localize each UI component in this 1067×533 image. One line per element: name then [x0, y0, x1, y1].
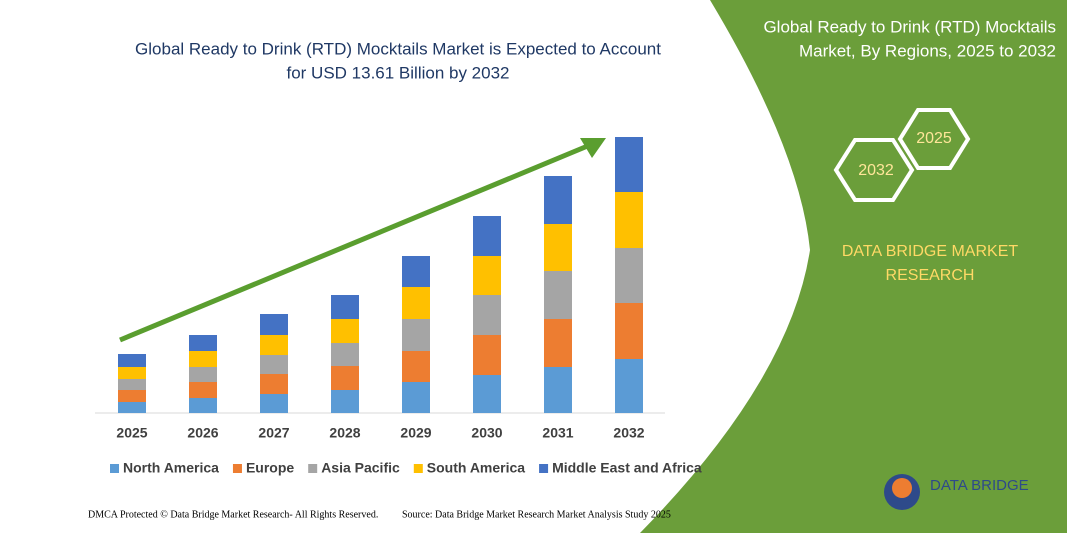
bar-segment: [615, 359, 643, 413]
bar-segment: [402, 351, 430, 382]
hex-label: 2025: [916, 130, 952, 147]
x-tick-label: 2029: [400, 425, 431, 441]
side-panel: [640, 0, 1067, 533]
legend-label: Europe: [246, 460, 294, 476]
legend-label: North America: [123, 460, 219, 476]
hexagon: [897, 108, 971, 170]
legend-swatch: [539, 464, 549, 473]
legend-label: South America: [427, 460, 525, 476]
bar-segment: [118, 402, 146, 413]
bar-segment: [189, 351, 217, 367]
bar-segment: [473, 216, 501, 256]
bar-segment: [544, 271, 572, 319]
legend-swatch: [308, 464, 318, 473]
bar-segment: [615, 248, 643, 303]
logo-icon: [892, 478, 912, 498]
bar-segment: [118, 390, 146, 402]
x-tick-label: 2030: [471, 425, 502, 441]
bar-segment: [118, 379, 146, 390]
brand: RESEARCH: [886, 267, 975, 284]
bar-segment: [615, 137, 643, 192]
x-tick-label: 2028: [329, 425, 360, 441]
footer-right: Source: Data Bridge Market Research Mark…: [402, 509, 671, 520]
legend-swatch: [413, 464, 423, 473]
bar-segment: [544, 224, 572, 271]
bar-segment: [189, 382, 217, 398]
panel-title: Market, By Regions, 2025 to 2032: [799, 41, 1056, 60]
bar-segment: [473, 256, 501, 295]
bar-segment: [189, 398, 217, 413]
x-tick-label: 2027: [258, 425, 289, 441]
hexagon: [833, 138, 915, 202]
bar-segment: [402, 287, 430, 319]
bar-segment: [260, 314, 288, 335]
bar-segment: [331, 319, 359, 343]
logo-text: DATA BRIDGE: [930, 477, 1029, 494]
bar-segment: [544, 319, 572, 367]
bar-segment: [260, 355, 288, 374]
bar-segment: [615, 303, 643, 359]
bar-segment: [118, 367, 146, 379]
bar-segment: [473, 375, 501, 413]
bar-segment: [473, 335, 501, 375]
x-tick-label: 2032: [613, 425, 644, 441]
bar-segment: [189, 367, 217, 382]
hex-label: 2032: [858, 162, 894, 179]
chart-title: for USD 13.61 Billion by 2032: [286, 63, 509, 82]
bar-segment: [260, 335, 288, 355]
bar-segment: [118, 354, 146, 367]
bar-segment: [402, 256, 430, 287]
bar-segment: [331, 366, 359, 390]
bar-segment: [331, 343, 359, 366]
trend-arrowhead: [580, 138, 606, 158]
bar-segment: [331, 390, 359, 413]
bar-segment: [402, 382, 430, 413]
bar-segment: [331, 295, 359, 319]
trend-arrow: [119, 142, 591, 343]
x-tick-label: 2025: [116, 425, 147, 441]
legend-swatch: [232, 464, 242, 473]
bar-segment: [189, 335, 217, 351]
bar-segment: [473, 295, 501, 335]
bar-segment: [260, 374, 288, 394]
bar-segment: [544, 367, 572, 413]
x-tick-label: 2026: [187, 425, 218, 441]
bar-segment: [544, 176, 572, 224]
panel-title: Global Ready to Drink (RTD) Mocktails: [763, 17, 1056, 36]
legend-swatch: [110, 464, 119, 473]
footer-left: DMCA Protected © Data Bridge Market Rese…: [88, 509, 378, 520]
bar-segment: [615, 192, 643, 248]
chart-title: Global Ready to Drink (RTD) Mocktails Ma…: [135, 39, 661, 58]
bar-segment: [402, 319, 430, 351]
brand: DATA BRIDGE MARKET: [842, 243, 1019, 260]
x-tick-label: 2031: [542, 425, 573, 441]
bar-segment: [260, 394, 288, 413]
legend-label: Middle East and Africa: [552, 460, 702, 476]
legend-label: Asia Pacific: [321, 460, 400, 476]
